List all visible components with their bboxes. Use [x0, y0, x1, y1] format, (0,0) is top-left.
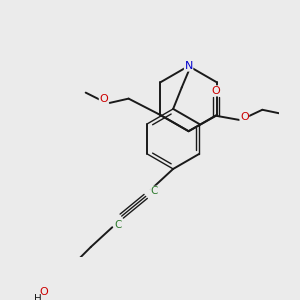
Text: C: C	[151, 186, 158, 196]
Text: N: N	[184, 61, 193, 71]
Text: O: O	[212, 86, 220, 96]
Text: O: O	[39, 287, 48, 297]
Text: O: O	[99, 94, 108, 104]
Text: H: H	[34, 294, 41, 300]
Text: C: C	[115, 220, 122, 230]
Text: O: O	[240, 112, 249, 122]
